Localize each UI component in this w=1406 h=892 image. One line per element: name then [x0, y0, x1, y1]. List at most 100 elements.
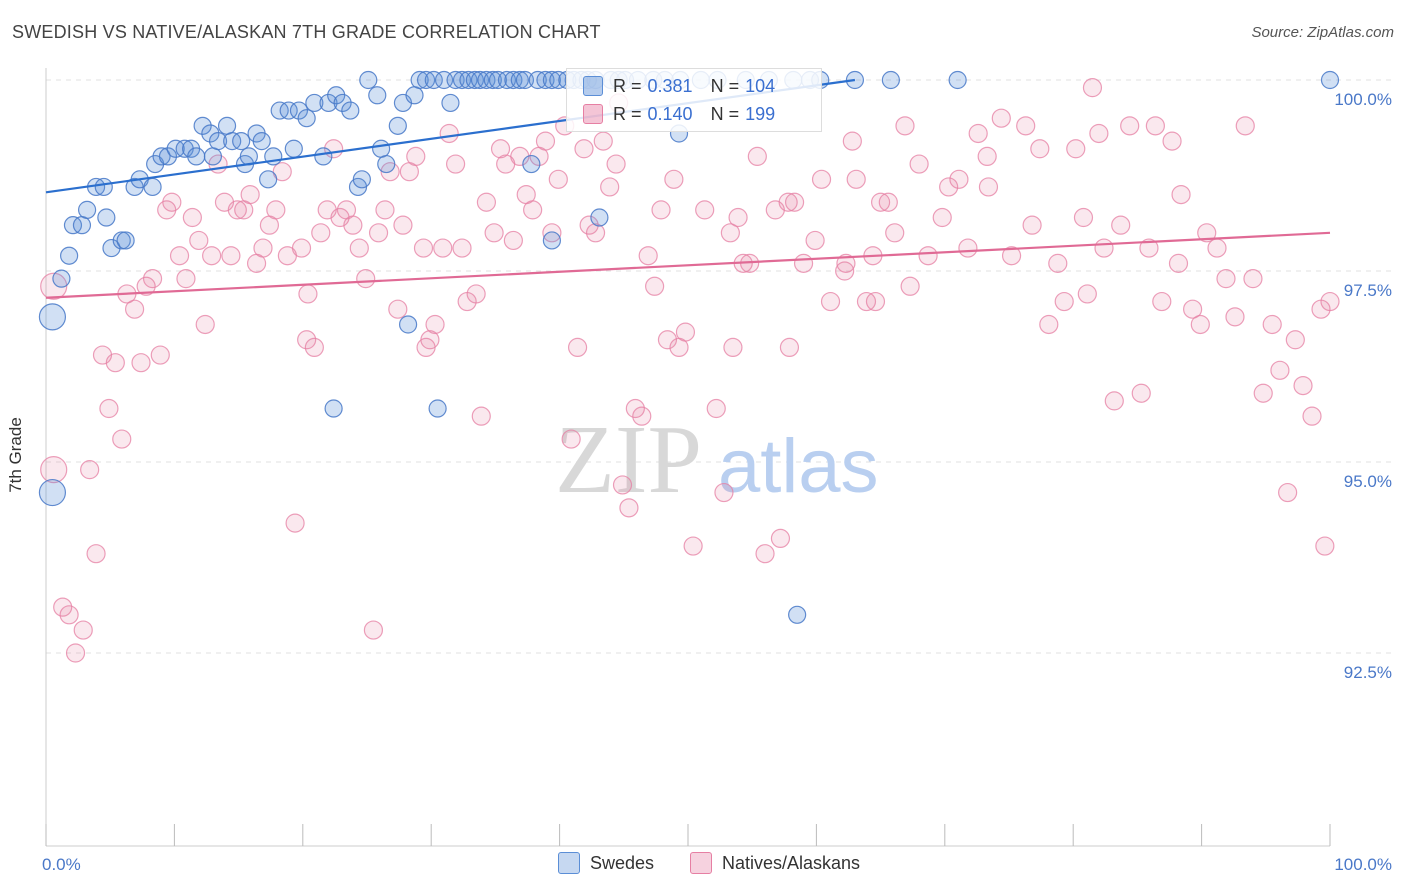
natives-point: [1077, 284, 1097, 304]
natives-point: [842, 131, 862, 151]
swedes-point: [116, 231, 135, 250]
natives-legend-label: Natives/Alaskans: [722, 852, 861, 873]
swedes-point: [441, 93, 460, 113]
swedes-point: [333, 93, 352, 113]
swedes-point: [372, 139, 391, 158]
natives-point: [1235, 116, 1255, 136]
natives-point: [1089, 123, 1109, 144]
watermark-zip: ZIP: [555, 406, 702, 514]
natives-point: [227, 200, 247, 220]
natives-point: [1262, 314, 1282, 335]
natives-point: [406, 146, 426, 166]
natives-point: [1016, 116, 1036, 136]
natives-point: [805, 230, 825, 251]
swedes-point: [72, 216, 92, 235]
natives-point: [356, 269, 376, 289]
natives-point: [363, 620, 384, 640]
swedes-point: [510, 70, 529, 90]
natives-point: [835, 261, 855, 281]
chart-title: SWEDISH VS NATIVE/ALASKAN 7TH GRADE CORR…: [12, 22, 601, 42]
natives-point: [73, 620, 93, 640]
swedes-swatch: [583, 76, 603, 96]
natives-point: [542, 223, 562, 243]
swedes-point: [203, 147, 223, 166]
natives-point: [1120, 116, 1140, 136]
natives-point: [388, 299, 408, 319]
natives-point: [1216, 269, 1236, 289]
natives-point: [991, 108, 1011, 128]
natives-point: [297, 330, 317, 350]
natives-point: [202, 246, 222, 266]
natives-point: [189, 230, 209, 251]
swedes-point: [452, 70, 472, 90]
swedes-point: [410, 70, 429, 90]
natives-point: [593, 131, 613, 151]
bottom-legend-natives[interactable]: Natives/Alaskans: [690, 850, 860, 876]
natives-point: [755, 544, 775, 564]
natives-point: [978, 177, 999, 197]
axes: [45, 68, 1331, 847]
natives-point: [124, 299, 145, 319]
natives-point: [476, 192, 497, 212]
y-axis-label: 7th Grade: [6, 417, 25, 493]
swedes-point: [424, 70, 443, 90]
natives-point: [413, 238, 434, 258]
n-value: 104: [745, 75, 776, 96]
natives-point: [651, 200, 671, 220]
natives-point: [349, 238, 369, 258]
natives-point: [1183, 299, 1203, 319]
legend-row-natives: R = 0.140 N = 199: [583, 102, 793, 126]
swedes-point: [515, 70, 535, 90]
natives-point: [909, 154, 929, 174]
natives-point: [162, 192, 182, 212]
natives-point: [846, 169, 866, 189]
swedes-point: [881, 70, 900, 90]
natives-point: [59, 605, 79, 625]
natives-point: [865, 291, 886, 312]
natives-point: [1197, 223, 1217, 243]
natives-point: [240, 185, 260, 205]
swedes-point: [314, 147, 333, 166]
swedes-point: [948, 70, 967, 90]
swedes-points: [38, 70, 1340, 624]
natives-point: [567, 337, 588, 357]
swedes-point: [788, 605, 807, 624]
swedes-point: [483, 70, 502, 90]
swedes-point: [522, 154, 541, 174]
y-tick-label: 97.5%: [1344, 281, 1392, 300]
swedes-point: [297, 109, 316, 128]
natives-point: [433, 238, 453, 258]
natives-point: [645, 276, 665, 296]
natives-point: [1054, 291, 1074, 312]
natives-point: [1082, 78, 1103, 98]
swedes-point: [77, 200, 97, 219]
natives-point: [53, 597, 73, 617]
natives-point: [142, 269, 163, 289]
natives-point: [1104, 391, 1124, 411]
stats-legend: R = 0.381 N = 104 R = 0.140 N = 199: [566, 68, 822, 132]
watermark: ZIP atlas: [555, 406, 879, 514]
bottom-legend-swedes[interactable]: Swedes: [558, 850, 654, 876]
natives-point: [770, 528, 791, 549]
natives-point: [1022, 215, 1042, 235]
natives-point: [253, 238, 273, 258]
natives-point: [1139, 238, 1159, 258]
natives-point: [298, 284, 318, 304]
tick-labels: 92.5% 95.0% 97.5% 100.0% 0.0% 100.0%: [42, 90, 1392, 874]
natives-point: [1320, 291, 1340, 312]
natives-point: [625, 398, 645, 419]
natives-point: [503, 230, 523, 251]
swedes-point: [446, 70, 465, 90]
swedes-point: [416, 70, 436, 90]
natives-point: [1243, 269, 1263, 289]
natives-point: [1066, 139, 1086, 159]
natives-point: [535, 131, 556, 151]
natives-point: [1278, 482, 1298, 503]
natives-point: [779, 337, 800, 357]
swedes-point: [193, 116, 212, 135]
n-label: N =: [710, 103, 740, 124]
natives-point: [949, 169, 969, 189]
swedes-point: [284, 139, 303, 158]
natives-point: [439, 123, 459, 144]
natives-point: [706, 398, 726, 419]
